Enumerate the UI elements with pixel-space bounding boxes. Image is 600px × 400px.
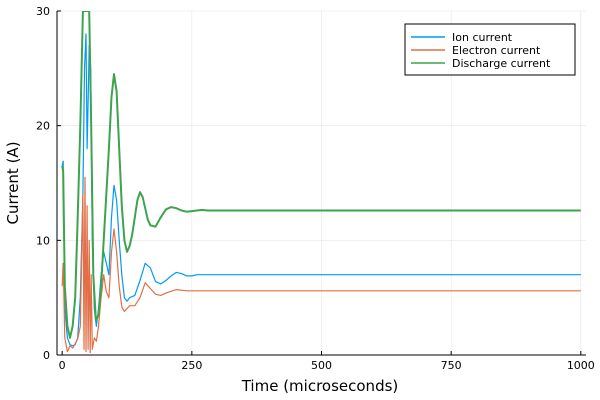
series-lines <box>61 11 581 354</box>
x-tick-label: 250 <box>181 359 202 372</box>
y-axis-label: Current (A) <box>4 141 22 224</box>
x-tick-labels: 0 250 500 750 1000 <box>59 359 595 372</box>
series-line-2 <box>61 176 581 354</box>
series-line-3 <box>61 11 581 339</box>
y-tick-labels: 0 10 20 30 <box>36 5 50 362</box>
legend-label-2: Electron current <box>452 44 541 57</box>
y-tick-label: 10 <box>36 234 50 247</box>
legend-label-1: Ion current <box>452 31 513 44</box>
y-tick-label: 0 <box>43 349 50 362</box>
y-tick-label: 20 <box>36 120 50 133</box>
legend-label-3: Discharge current <box>452 57 551 70</box>
x-tick-label: 500 <box>311 359 332 372</box>
x-tick-label: 1000 <box>567 359 595 372</box>
y-tick-label: 30 <box>36 5 50 18</box>
x-axis-label: Time (microseconds) <box>241 377 399 395</box>
x-tick-label: 750 <box>441 359 462 372</box>
axes <box>56 11 586 356</box>
x-tick-label: 0 <box>59 359 66 372</box>
